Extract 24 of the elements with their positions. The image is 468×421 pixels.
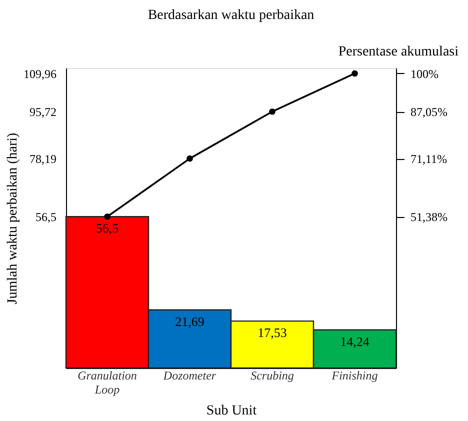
x-tick-label: Finishing [330, 368, 378, 382]
x-tick-label: Scrubing [250, 368, 294, 382]
y2-tick-label: 87,05% [410, 105, 448, 120]
data-label: 17,53 [258, 325, 287, 340]
point [104, 214, 110, 220]
y2-tick-label: 100% [410, 66, 438, 81]
y2-tick-label: 71,11% [410, 152, 448, 166]
x-tick-label: Dozometer [162, 368, 216, 382]
data-label: 56,5 [96, 220, 119, 236]
point [352, 70, 358, 77]
y-tick-label: 78,19 [30, 152, 56, 166]
y-tick-label: 109,96 [24, 66, 56, 81]
y-tick-label: 56,5 [36, 210, 56, 224]
data-label: 14,24 [340, 334, 370, 349]
chart-title: Berdasarkan waktu perbaikan [148, 8, 314, 23]
data-label: 21,69 [175, 314, 204, 329]
y-axis-title: Jumlah waktu perbaikan (hari) [6, 132, 20, 304]
y2-axis-title: Persentase akumulasi [338, 44, 459, 60]
x-tick-label: Granulation Loop [78, 368, 137, 396]
y-tick-label: 95,72 [30, 105, 56, 120]
x-axis-title: Sub Unit [206, 404, 257, 418]
y2-tick-label: 51,38% [410, 210, 448, 224]
point [186, 155, 193, 162]
point [269, 108, 276, 115]
